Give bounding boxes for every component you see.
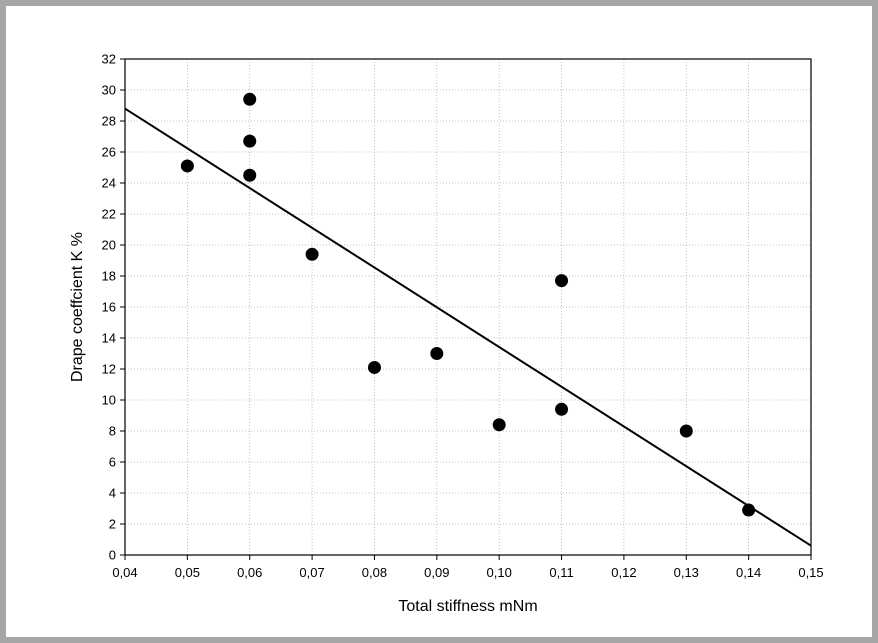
regression-line [124,107,812,547]
y-tick-label: 20 [102,238,116,253]
data-point [180,159,194,173]
data-point [555,402,569,416]
y-tick-label: 12 [102,362,116,377]
x-tick-label: 0,11 [549,565,573,580]
x-tick-label: 0,14 [736,565,761,580]
x-tick-label: 0,04 [112,565,137,580]
y-tick-label: 14 [102,331,116,346]
x-tick-label: 0,05 [175,565,200,580]
x-tick-label: 0,15 [798,565,823,580]
y-tick-label: 4 [109,486,116,501]
y-tick-label: 22 [102,207,116,222]
x-axis-ticks: 0,04 0,05 0,06 0,07 0,08 0,09 0,10 0,11 0,12 0,13… [112,555,824,580]
y-tick-label: 18 [102,269,116,284]
x-tick-label: 0,06 [237,565,262,580]
data-point [243,168,257,182]
data-point [492,418,506,432]
x-tick-label: 0,10 [487,565,512,580]
data-point [430,347,444,360]
y-tick-label: 2 [109,517,116,532]
y-tick-label: 24 [102,176,116,191]
data-points [180,92,756,517]
x-tick-label: 0,13 [674,565,699,580]
y-axis-title: Drape coeffcient K % [69,232,86,382]
x-tick-label: 0,07 [299,565,324,580]
grid-lines [125,59,811,555]
x-axis-title: Total stiffness mNm [398,598,537,615]
data-point [243,92,257,106]
y-tick-label: 16 [102,300,116,315]
data-point [679,424,693,438]
y-tick-label: 0 [109,548,116,563]
data-point [367,360,381,374]
y-tick-label: 26 [102,145,116,160]
y-tick-label: 6 [109,455,116,470]
data-point [305,247,319,261]
x-tick-label: 0,09 [424,565,449,580]
data-point [555,274,569,288]
y-tick-label: 32 [102,52,116,67]
data-point [742,503,756,517]
x-tick-label: 0,12 [611,565,636,580]
y-tick-label: 10 [102,393,116,408]
data-point [243,134,257,148]
y-tick-label: 30 [102,83,116,98]
x-tick-label: 0,08 [362,565,387,580]
y-tick-label: 8 [109,424,116,439]
y-tick-label: 28 [102,114,116,129]
